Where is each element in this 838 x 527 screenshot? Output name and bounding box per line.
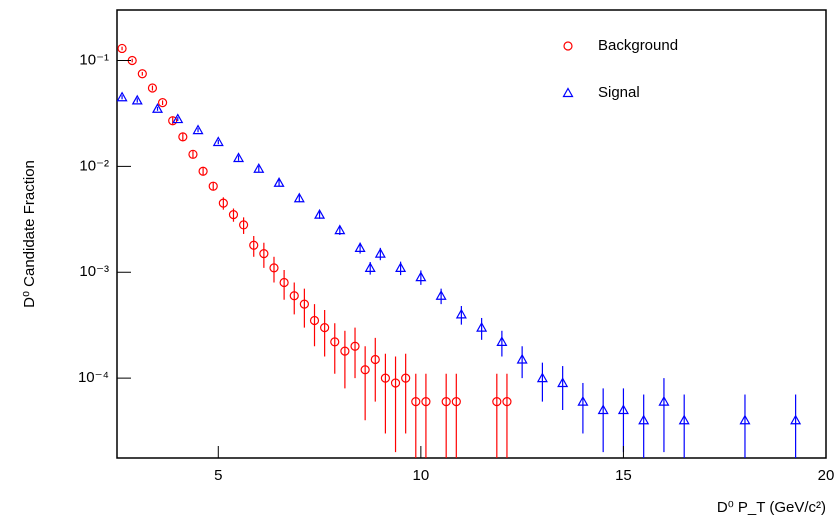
circle-marker <box>390 378 401 388</box>
y-tick-label: 10⁻⁴ <box>78 369 109 386</box>
triangle-marker <box>293 192 305 203</box>
triangle-marker <box>536 372 548 383</box>
circle-marker <box>218 198 228 208</box>
plot-frame <box>116 9 827 459</box>
triangle-marker <box>172 113 184 124</box>
circle-marker <box>451 397 461 407</box>
circle-marker <box>320 323 330 333</box>
circle-marker <box>269 263 279 273</box>
circle-marker <box>401 373 411 383</box>
circle-marker <box>137 69 147 79</box>
triangle-marker <box>151 103 164 113</box>
circle-marker <box>289 291 299 301</box>
triangle-marker <box>577 395 589 406</box>
triangle-marker <box>455 308 467 319</box>
circle-marker <box>492 397 502 407</box>
circle-marker <box>168 116 178 126</box>
circle-marker <box>299 299 309 309</box>
y-tick-label: 10⁻³ <box>79 263 109 280</box>
legend-marker <box>563 41 573 51</box>
triangle-marker <box>131 94 143 105</box>
circle-marker <box>350 341 360 351</box>
circle-marker <box>360 365 370 375</box>
triangle-marker <box>374 247 386 258</box>
y-tick-label: 10⁻² <box>79 157 109 174</box>
triangle-marker <box>192 124 204 135</box>
triangle-marker <box>597 404 609 415</box>
circle-marker <box>411 397 421 407</box>
circle-marker <box>502 397 512 407</box>
circle-marker <box>239 220 249 230</box>
circle-marker <box>228 210 239 220</box>
y-tick-label: 10⁻¹ <box>79 51 109 68</box>
triangle-marker <box>117 91 128 102</box>
triangle-marker <box>233 152 245 163</box>
legend-label: Signal <box>598 84 640 101</box>
circle-marker <box>178 132 188 142</box>
triangle-marker <box>516 353 528 364</box>
circle-marker <box>157 98 168 108</box>
triangle-marker <box>395 262 407 272</box>
triangle-marker <box>496 336 508 346</box>
legend-marker <box>562 87 574 98</box>
circle-marker <box>441 397 451 407</box>
circle-marker <box>279 277 289 288</box>
triangle-marker <box>557 377 569 388</box>
circle-marker <box>249 240 259 250</box>
circle-marker <box>309 315 320 326</box>
triangle-marker <box>678 414 690 425</box>
triangle-marker <box>212 136 224 147</box>
circle-marker <box>370 354 380 365</box>
triangle-marker <box>435 290 447 300</box>
circle-marker <box>198 166 208 176</box>
circle-marker <box>421 397 431 407</box>
circle-marker <box>340 346 350 356</box>
circle-marker <box>147 83 158 93</box>
triangle-marker <box>354 242 366 252</box>
circle-marker <box>380 373 391 383</box>
circle-marker <box>330 337 340 347</box>
triangle-marker <box>476 321 488 332</box>
triangle-marker <box>334 224 346 235</box>
x-tick-label: 5 <box>214 467 222 484</box>
x-tick-label: 15 <box>615 467 632 484</box>
plot-area <box>117 43 802 458</box>
triangle-marker <box>415 271 427 282</box>
circle-marker <box>117 43 127 54</box>
circle-marker <box>188 149 198 159</box>
triangle-marker <box>658 395 670 406</box>
x-axis-label: D⁰ P_T (GeV/c²) <box>717 499 826 516</box>
triangle-marker <box>314 208 326 219</box>
triangle-marker <box>790 414 802 425</box>
triangle-marker <box>638 414 650 425</box>
triangle-marker <box>617 404 629 415</box>
triangle-marker <box>253 163 265 173</box>
circle-marker <box>259 249 269 259</box>
circle-marker <box>208 181 218 191</box>
triangle-marker <box>364 262 376 272</box>
y-axis-label: D⁰ Candidate Fraction <box>21 160 38 308</box>
legend-label: Background <box>598 37 678 54</box>
x-tick-label: 20 <box>818 467 835 484</box>
triangle-marker <box>273 177 285 187</box>
x-tick-label: 10 <box>413 467 430 484</box>
triangle-marker <box>739 414 751 425</box>
